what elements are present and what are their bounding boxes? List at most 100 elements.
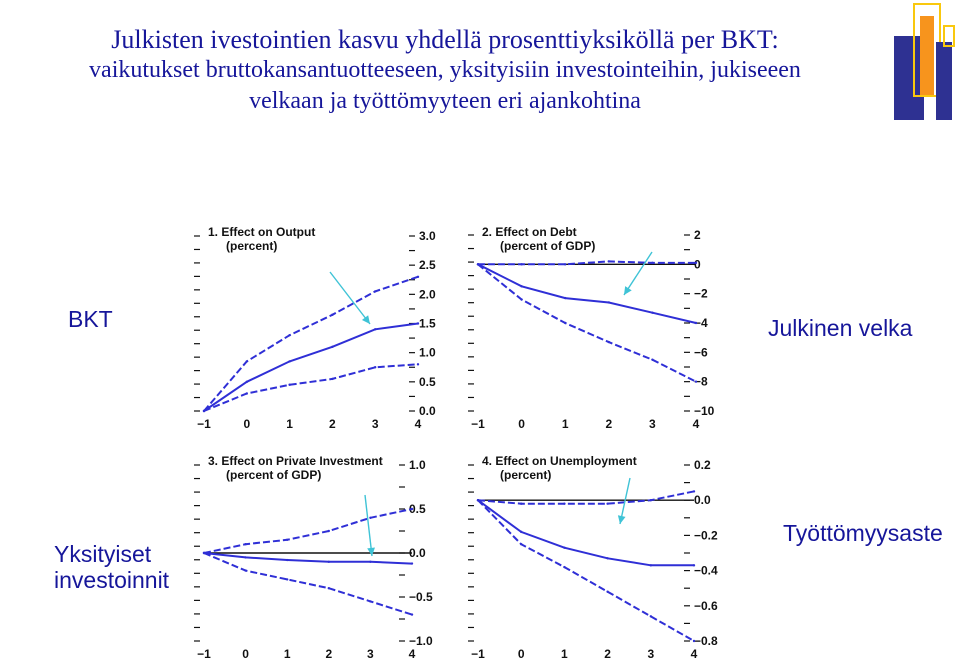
data-point (202, 409, 206, 413)
data-point (649, 615, 652, 618)
label-investoinnit: investoinnit (54, 567, 170, 593)
y-tick-label: 2 (694, 228, 701, 242)
chart-panel-4: 4. Effect on Unemployment(percent) 0.2 0.0… (468, 454, 718, 660)
panel-subtitle: (percent of GDP) (226, 468, 321, 482)
data-point (331, 377, 334, 381)
x-tick-label: 2 (325, 647, 332, 660)
data-point (327, 587, 330, 590)
label-julkinen-velka: Julkinen velka (768, 315, 913, 341)
data-point (374, 290, 377, 293)
x-tick-label: 4 (409, 647, 416, 660)
annotation-arrow (364, 494, 373, 557)
data-point (694, 321, 698, 325)
data-point (202, 551, 206, 555)
y-tick-label: 0.2 (694, 458, 711, 472)
data-point (651, 311, 654, 314)
x-tick-label: 3 (372, 417, 379, 431)
chart-panel-1: 1. Effect on Output(percent) 3.0 2.5 2.0 1.5… (194, 225, 436, 431)
y-tick-label: 1.0 (409, 458, 426, 472)
data-point (563, 546, 566, 549)
x-tick-label: −1 (471, 417, 485, 431)
annotation-arrowhead (361, 315, 370, 324)
y-tick-label: 1.0 (419, 346, 436, 360)
data-point (416, 322, 420, 325)
x-tick-label: 0 (518, 647, 525, 660)
data-point (520, 502, 523, 505)
panel-title: 2. Effect on Debt (482, 225, 577, 239)
annotation-arrow (623, 251, 653, 296)
panel-title: 3. Effect on Private Investment (208, 454, 383, 468)
label-yksityiset-investoinnit: Yksityiset investoinnit (54, 541, 169, 593)
slide-title: Julkisten ivestointien kasvu yhdellä pro… (0, 24, 890, 117)
y-tick-label: 0.0 (694, 493, 711, 507)
series-line-lower (203, 552, 413, 616)
y-tick-label: −6 (694, 345, 708, 359)
x-tick-label: 3 (647, 647, 654, 660)
panel-title: 1. Effect on Output (208, 225, 315, 239)
data-point (327, 560, 330, 563)
y-tick-label: 0.5 (419, 375, 436, 389)
data-point (606, 502, 609, 505)
y-tick-label: 2.0 (419, 287, 436, 301)
x-tick-label: −1 (471, 647, 485, 660)
data-point (327, 529, 330, 533)
y-tick-label: 0.0 (419, 404, 436, 418)
title-line-1: Julkisten ivestointien kasvu yhdellä pro… (111, 25, 779, 54)
logo-blue-bar (894, 36, 924, 120)
y-tick-label: 0 (694, 257, 701, 271)
data-point (416, 363, 420, 366)
x-tick-label: 1 (286, 417, 293, 431)
y-tick-label: −4 (694, 316, 708, 330)
data-point (651, 358, 654, 361)
data-point (564, 321, 567, 325)
data-point (374, 328, 377, 331)
data-point (694, 380, 698, 383)
data-point (410, 562, 414, 565)
annotation-arrow (329, 271, 371, 325)
title-line-2: vaikutukset bruttokansantuotteeseen, yks… (89, 57, 801, 83)
x-tick-label: 0 (242, 647, 249, 660)
data-point (564, 296, 567, 300)
x-tick-label: 3 (649, 417, 656, 431)
annotation-arrowhead (617, 515, 626, 524)
panel-subtitle: (percent) (500, 468, 551, 482)
y-tick-label: −2 (694, 287, 708, 301)
series-line-mid (203, 322, 419, 412)
data-point (288, 333, 291, 337)
y-tick-label: −1.0 (409, 634, 433, 648)
data-point (607, 260, 610, 263)
y-tick-label: −0.5 (409, 590, 433, 604)
data-point (692, 564, 696, 567)
data-point (416, 275, 420, 279)
x-tick-label: 4 (415, 417, 422, 431)
data-point (245, 360, 248, 363)
data-point (649, 564, 652, 567)
data-point (651, 261, 654, 265)
label-yksityiset: Yksityiset (54, 541, 152, 567)
data-point (288, 360, 291, 363)
x-tick-label: 2 (605, 417, 612, 431)
x-tick-label: 4 (691, 647, 698, 660)
data-point (520, 530, 523, 534)
data-point (692, 490, 696, 493)
series-line-lower (477, 499, 695, 642)
data-point (245, 380, 248, 384)
y-tick-label: −0.2 (694, 528, 718, 542)
annotation-arrowhead (624, 286, 632, 295)
data-point (607, 301, 610, 304)
data-point (692, 639, 696, 643)
y-tick-label: 3.0 (419, 229, 436, 243)
series-line-upper (203, 508, 413, 554)
logo-yellow-right (943, 25, 955, 47)
data-point (369, 600, 372, 603)
series-line-lower (477, 263, 697, 383)
x-tick-label: 4 (693, 417, 700, 431)
data-point (244, 569, 247, 572)
data-point (286, 558, 289, 562)
data-point (649, 499, 652, 502)
data-point (331, 345, 334, 349)
x-tick-label: 3 (367, 647, 374, 660)
panel-subtitle: (percent of GDP) (500, 239, 595, 253)
data-point (520, 263, 523, 266)
